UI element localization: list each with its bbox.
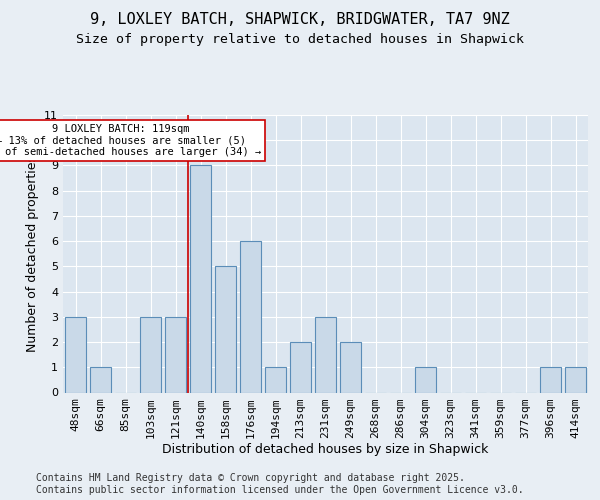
Bar [265,368,286,392]
Bar [415,368,436,392]
Bar [90,368,111,392]
Bar [240,241,261,392]
Text: Size of property relative to detached houses in Shapwick: Size of property relative to detached ho… [76,32,524,46]
Bar [165,317,186,392]
Bar [315,317,336,392]
Y-axis label: Number of detached properties: Number of detached properties [26,155,38,352]
Text: Contains HM Land Registry data © Crown copyright and database right 2025.
Contai: Contains HM Land Registry data © Crown c… [36,474,524,495]
X-axis label: Distribution of detached houses by size in Shapwick: Distribution of detached houses by size … [163,444,488,456]
Bar [190,166,211,392]
Bar [340,342,361,392]
Text: 9, LOXLEY BATCH, SHAPWICK, BRIDGWATER, TA7 9NZ: 9, LOXLEY BATCH, SHAPWICK, BRIDGWATER, T… [90,12,510,28]
Bar [565,368,586,392]
Bar [540,368,561,392]
Bar [140,317,161,392]
Bar [65,317,86,392]
Text: 9 LOXLEY BATCH: 119sqm
← 13% of detached houses are smaller (5)
87% of semi-deta: 9 LOXLEY BATCH: 119sqm ← 13% of detached… [0,124,261,157]
Bar [215,266,236,392]
Bar [290,342,311,392]
